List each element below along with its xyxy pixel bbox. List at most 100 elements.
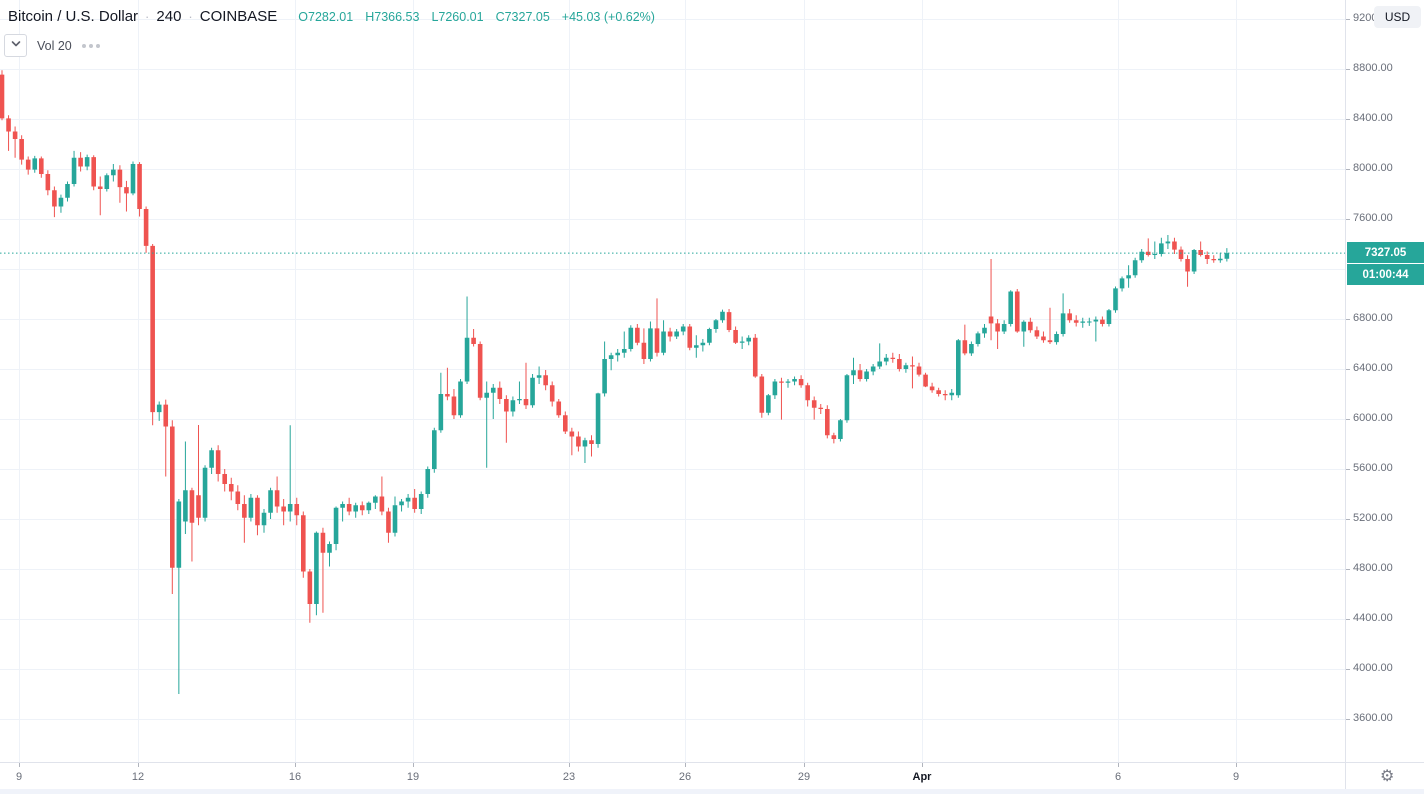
candle[interactable] xyxy=(301,511,306,578)
candle[interactable] xyxy=(490,384,496,419)
candle[interactable] xyxy=(504,395,509,443)
candle[interactable] xyxy=(1126,265,1131,288)
candle[interactable] xyxy=(851,357,856,384)
candle[interactable] xyxy=(445,367,450,401)
candle[interactable] xyxy=(1113,286,1118,313)
candle[interactable] xyxy=(1093,316,1099,342)
candle[interactable] xyxy=(255,495,260,536)
candle[interactable] xyxy=(386,507,391,543)
candle[interactable] xyxy=(576,431,581,452)
candle[interactable] xyxy=(949,389,955,401)
candle[interactable] xyxy=(1119,276,1125,292)
candle[interactable] xyxy=(1145,238,1151,257)
candle[interactable] xyxy=(720,309,725,323)
candle[interactable] xyxy=(883,354,889,366)
candle[interactable] xyxy=(418,491,424,515)
interval-label[interactable]: 240 xyxy=(156,8,182,25)
candle[interactable] xyxy=(772,379,778,399)
candle[interactable] xyxy=(1041,331,1046,343)
gear-icon[interactable]: ⚙ xyxy=(1380,768,1395,785)
candle[interactable] xyxy=(739,336,745,350)
candle[interactable] xyxy=(635,324,640,346)
candle[interactable] xyxy=(307,569,313,623)
candle[interactable] xyxy=(707,327,712,346)
candle[interactable] xyxy=(274,476,280,513)
candle[interactable] xyxy=(163,399,169,477)
candle[interactable] xyxy=(903,362,909,373)
candle[interactable] xyxy=(838,419,843,442)
candle[interactable] xyxy=(268,487,273,519)
candle[interactable] xyxy=(438,372,444,433)
candle[interactable] xyxy=(45,170,51,196)
candle[interactable] xyxy=(71,150,77,187)
candle[interactable] xyxy=(117,165,123,203)
candle[interactable] xyxy=(497,381,503,405)
candle[interactable] xyxy=(150,244,155,426)
candle[interactable] xyxy=(484,381,489,468)
candle[interactable] xyxy=(1152,241,1158,260)
candle[interactable] xyxy=(19,135,24,165)
candle[interactable] xyxy=(530,374,535,408)
candle[interactable] xyxy=(582,437,588,463)
candle[interactable] xyxy=(680,324,686,336)
candle[interactable] xyxy=(235,485,241,511)
candle[interactable] xyxy=(97,176,103,216)
candle[interactable] xyxy=(811,396,817,420)
candle[interactable] xyxy=(425,466,431,498)
candle[interactable] xyxy=(798,375,804,388)
candle[interactable] xyxy=(746,335,751,346)
candle[interactable] xyxy=(1034,326,1040,340)
candle[interactable] xyxy=(124,180,129,212)
candle[interactable] xyxy=(942,390,948,401)
candle[interactable] xyxy=(228,477,234,501)
candle[interactable] xyxy=(432,427,437,473)
collapse-indicators-button[interactable] xyxy=(4,34,27,57)
candle[interactable] xyxy=(1185,255,1190,287)
candle[interactable] xyxy=(451,389,457,419)
candle[interactable] xyxy=(399,499,404,512)
candle[interactable] xyxy=(261,509,267,533)
candle[interactable] xyxy=(1047,307,1053,344)
candle[interactable] xyxy=(346,497,352,516)
candle[interactable] xyxy=(137,162,142,217)
candle[interactable] xyxy=(183,441,188,535)
candle[interactable] xyxy=(916,362,922,377)
candle[interactable] xyxy=(130,161,136,196)
candle[interactable] xyxy=(733,326,738,345)
candle[interactable] xyxy=(477,341,483,401)
candle[interactable] xyxy=(1008,290,1013,327)
candle[interactable] xyxy=(1067,309,1072,323)
candle[interactable] xyxy=(648,321,653,362)
candle[interactable] xyxy=(1204,251,1210,265)
chart-area[interactable] xyxy=(0,0,1345,762)
candle[interactable] xyxy=(25,156,31,175)
candle[interactable] xyxy=(39,156,44,178)
candle[interactable] xyxy=(379,476,385,516)
candle[interactable] xyxy=(713,319,719,333)
candle[interactable] xyxy=(58,194,64,213)
volume-indicator-label[interactable]: Vol 20 xyxy=(37,38,72,53)
candle[interactable] xyxy=(549,381,555,407)
candle[interactable] xyxy=(589,435,594,457)
candle[interactable] xyxy=(1198,241,1203,257)
candle[interactable] xyxy=(792,376,797,386)
candle[interactable] xyxy=(674,329,679,339)
candle[interactable] xyxy=(936,387,941,397)
candle[interactable] xyxy=(320,527,326,613)
candle[interactable] xyxy=(196,425,201,526)
candle[interactable] xyxy=(661,320,666,356)
candle[interactable] xyxy=(897,354,902,372)
candle[interactable] xyxy=(910,356,915,389)
candle[interactable] xyxy=(1060,293,1066,337)
candle[interactable] xyxy=(366,501,372,515)
candle[interactable] xyxy=(831,432,837,444)
candle[interactable] xyxy=(1054,331,1059,345)
candle[interactable] xyxy=(975,331,981,347)
candle[interactable] xyxy=(0,70,5,121)
candlestick-chart-canvas[interactable] xyxy=(0,0,1345,762)
candle[interactable] xyxy=(412,489,417,513)
candle[interactable] xyxy=(156,401,162,421)
candle[interactable] xyxy=(779,377,784,420)
candle[interactable] xyxy=(209,447,214,474)
candle[interactable] xyxy=(1159,237,1164,257)
